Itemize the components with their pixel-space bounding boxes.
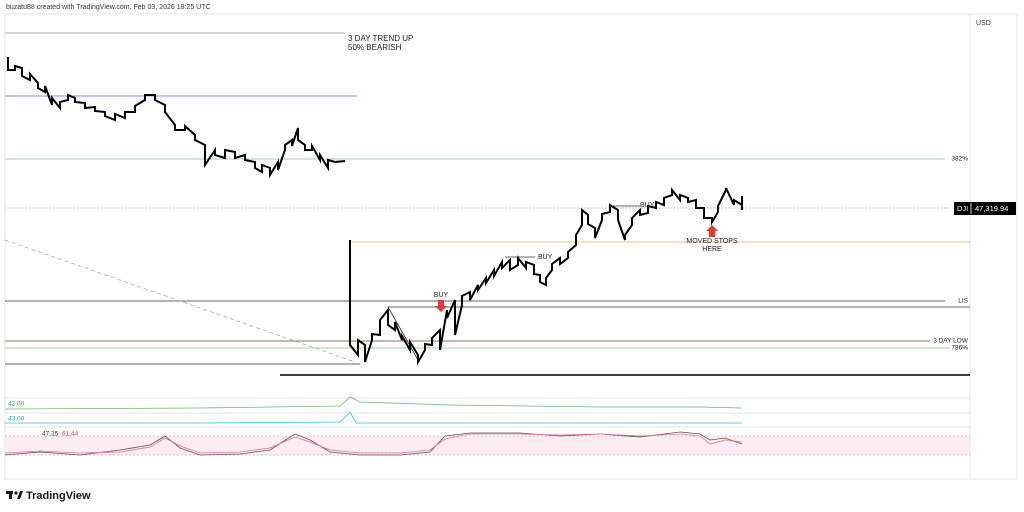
brand: TradingView: [26, 490, 91, 502]
annotation: MOVED STOPS: [686, 238, 738, 245]
price-label-box: [954, 202, 1016, 215]
price: 47,319.94: [975, 204, 1008, 213]
level-label: 786%: [951, 345, 968, 352]
oscillator-line: [4, 433, 743, 454]
annotation: HERE: [702, 246, 722, 253]
trend-line: [4, 239, 356, 363]
annotation: 3 DAY TREND UP: [348, 34, 413, 43]
indicator-value: 61.44: [62, 431, 79, 438]
level-label: 3 DAY LOW: [933, 338, 969, 345]
annotation: BUY: [434, 292, 449, 299]
oscillator-band: [5, 436, 970, 455]
frame: [4, 13, 1018, 480]
currency: USD: [976, 20, 991, 27]
trend-line: [387, 306, 419, 361]
annotation: BUY: [640, 202, 655, 209]
price-series: [7, 57, 346, 179]
arrow-down: [435, 300, 447, 312]
annotation: BUY: [538, 254, 553, 261]
indicator-value: 42.00: [8, 401, 25, 408]
price-series: [349, 187, 743, 366]
indicator-line: [5, 411, 742, 424]
level-label: 382%: [951, 156, 968, 163]
indicator-line: [4, 396, 743, 410]
caption: buzatu88 created with TradingView.com, F…: [6, 4, 211, 11]
symbol: DJI: [957, 204, 968, 213]
logo: [6, 491, 23, 499]
annotation: 50% BEARISH: [348, 43, 402, 52]
indicator-value: 43.00: [8, 416, 25, 423]
level-label: LIS: [958, 298, 968, 305]
indicator-value: 47.25: [42, 431, 59, 438]
oscillator-line: [4, 431, 743, 456]
arrow-up: [706, 225, 718, 237]
